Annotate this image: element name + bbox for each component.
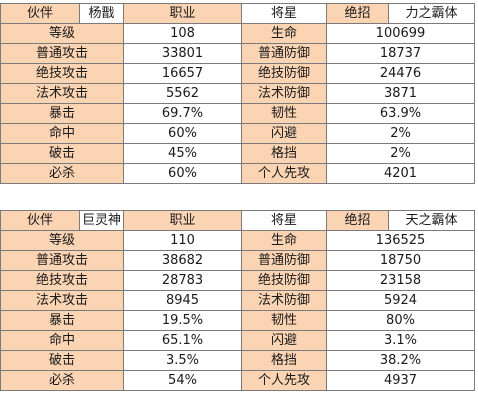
stat-value: 8945 xyxy=(123,290,242,311)
stat-value: 33801 xyxy=(123,43,242,64)
table-row: 绝技攻击 16657 绝技防御 24476 xyxy=(0,63,475,84)
partner-name: 巨灵神 xyxy=(79,210,124,231)
stat-value: 18750 xyxy=(326,250,475,271)
stat-label: 命中 xyxy=(0,123,124,144)
stat-label: 个人先攻 xyxy=(241,163,327,184)
stat-value: 38.2% xyxy=(326,350,475,371)
stat-label: 破击 xyxy=(0,350,124,371)
stat-value: 24476 xyxy=(326,63,475,84)
stat-value: 4201 xyxy=(326,163,475,184)
stat-label: 绝技攻击 xyxy=(0,270,124,291)
table-header-row: 伙伴 巨灵神 职业 将星 绝招 天之霸体 xyxy=(0,210,475,231)
stat-value: 4937 xyxy=(326,370,475,391)
table-row: 普通攻击 33801 普通防御 18737 xyxy=(0,43,475,64)
stat-value: 54% xyxy=(123,370,242,391)
stat-value: 3.1% xyxy=(326,330,475,351)
table-row: 暴击 19.5% 韧性 80% xyxy=(0,310,475,331)
table-header-row: 伙伴 杨戬 职业 将星 绝招 力之霸体 xyxy=(0,3,475,24)
stat-value: 80% xyxy=(326,310,475,331)
partner-header-label: 伙伴 xyxy=(0,3,80,24)
stat-value: 23158 xyxy=(326,270,475,291)
stat-value: 3871 xyxy=(326,83,475,104)
job-header-label: 职业 xyxy=(123,210,242,231)
table-row: 命中 60% 闪避 2% xyxy=(0,123,475,144)
table-row: 法术攻击 5562 法术防御 3871 xyxy=(0,83,475,104)
stat-label: 等级 xyxy=(0,23,124,44)
stat-value: 60% xyxy=(123,163,242,184)
stat-value: 110 xyxy=(123,230,242,251)
table-row: 绝技攻击 28783 绝技防御 23158 xyxy=(0,270,475,291)
table-row: 等级 108 生命 100699 xyxy=(0,23,475,44)
stat-value: 60% xyxy=(123,123,242,144)
partner-stats-table-yangjian: 伙伴 杨戬 职业 将星 绝招 力之霸体 等级 108 生命 100699 普通攻… xyxy=(0,3,475,184)
stat-label: 法术防御 xyxy=(241,290,327,311)
table-row: 必杀 60% 个人先攻 4201 xyxy=(0,163,475,184)
stat-value: 16657 xyxy=(123,63,242,84)
ultimate-name: 天之霸体 xyxy=(388,210,475,231)
stat-value: 45% xyxy=(123,143,242,164)
stat-value: 18737 xyxy=(326,43,475,64)
job-header-label: 职业 xyxy=(123,3,242,24)
stat-label: 普通攻击 xyxy=(0,43,124,64)
job-value: 将星 xyxy=(241,210,327,231)
stat-value: 2% xyxy=(326,123,475,144)
stat-label: 命中 xyxy=(0,330,124,351)
table-row: 必杀 54% 个人先攻 4937 xyxy=(0,370,475,391)
ultimate-header-label: 绝招 xyxy=(326,3,389,24)
stat-label: 普通防御 xyxy=(241,250,327,271)
stat-label: 绝技攻击 xyxy=(0,63,124,84)
table-row: 等级 110 生命 136525 xyxy=(0,230,475,251)
stat-label: 生命 xyxy=(241,23,327,44)
stat-label: 法术攻击 xyxy=(0,83,124,104)
table-row: 法术攻击 8945 法术防御 5924 xyxy=(0,290,475,311)
table-row: 普通攻击 38682 普通防御 18750 xyxy=(0,250,475,271)
ultimate-header-label: 绝招 xyxy=(326,210,389,231)
stat-label: 必杀 xyxy=(0,163,124,184)
stat-label: 生命 xyxy=(241,230,327,251)
stat-label: 闪避 xyxy=(241,123,327,144)
table-row: 破击 3.5% 格挡 38.2% xyxy=(0,350,475,371)
stat-label: 格挡 xyxy=(241,143,327,164)
stat-value: 100699 xyxy=(326,23,475,44)
stat-label: 韧性 xyxy=(241,103,327,124)
stat-value: 65.1% xyxy=(123,330,242,351)
stat-value: 108 xyxy=(123,23,242,44)
stat-label: 普通防御 xyxy=(241,43,327,64)
stat-label: 个人先攻 xyxy=(241,370,327,391)
stat-label: 等级 xyxy=(0,230,124,251)
table-row: 暴击 69.7% 韧性 63.9% xyxy=(0,103,475,124)
ultimate-name: 力之霸体 xyxy=(388,3,475,24)
stat-label: 暴击 xyxy=(0,310,124,331)
stat-value: 136525 xyxy=(326,230,475,251)
stat-value: 69.7% xyxy=(123,103,242,124)
stat-value: 19.5% xyxy=(123,310,242,331)
stat-value: 5924 xyxy=(326,290,475,311)
partner-stats-table-julingshen: 伙伴 巨灵神 职业 将星 绝招 天之霸体 等级 110 生命 136525 普通… xyxy=(0,210,475,391)
stat-label: 闪避 xyxy=(241,330,327,351)
stat-value: 38682 xyxy=(123,250,242,271)
stat-label: 绝技防御 xyxy=(241,270,327,291)
table-row: 命中 65.1% 闪避 3.1% xyxy=(0,330,475,351)
stat-value: 28783 xyxy=(123,270,242,291)
stat-label: 法术防御 xyxy=(241,83,327,104)
stat-value: 2% xyxy=(326,143,475,164)
partner-header-label: 伙伴 xyxy=(0,210,80,231)
table-row: 破击 45% 格挡 2% xyxy=(0,143,475,164)
stat-label: 法术攻击 xyxy=(0,290,124,311)
partner-name: 杨戬 xyxy=(79,3,124,24)
stat-label: 绝技防御 xyxy=(241,63,327,84)
stat-label: 必杀 xyxy=(0,370,124,391)
stat-value: 3.5% xyxy=(123,350,242,371)
stat-label: 韧性 xyxy=(241,310,327,331)
stat-label: 破击 xyxy=(0,143,124,164)
stat-label: 暴击 xyxy=(0,103,124,124)
stat-value: 5562 xyxy=(123,83,242,104)
stat-label: 普通攻击 xyxy=(0,250,124,271)
job-value: 将星 xyxy=(241,3,327,24)
stat-value: 63.9% xyxy=(326,103,475,124)
stat-label: 格挡 xyxy=(241,350,327,371)
